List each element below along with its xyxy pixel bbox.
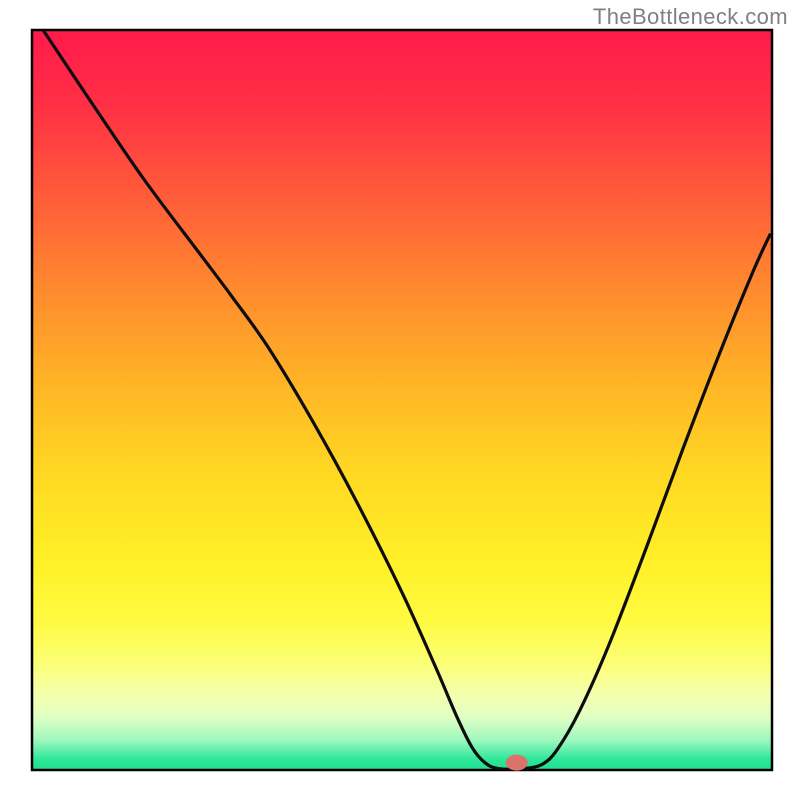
chart-container: TheBottleneck.com (0, 0, 800, 800)
optimal-marker (506, 755, 528, 771)
watermark-label: TheBottleneck.com (593, 4, 788, 30)
bottleneck-chart (0, 0, 800, 800)
gradient-background (32, 30, 772, 770)
